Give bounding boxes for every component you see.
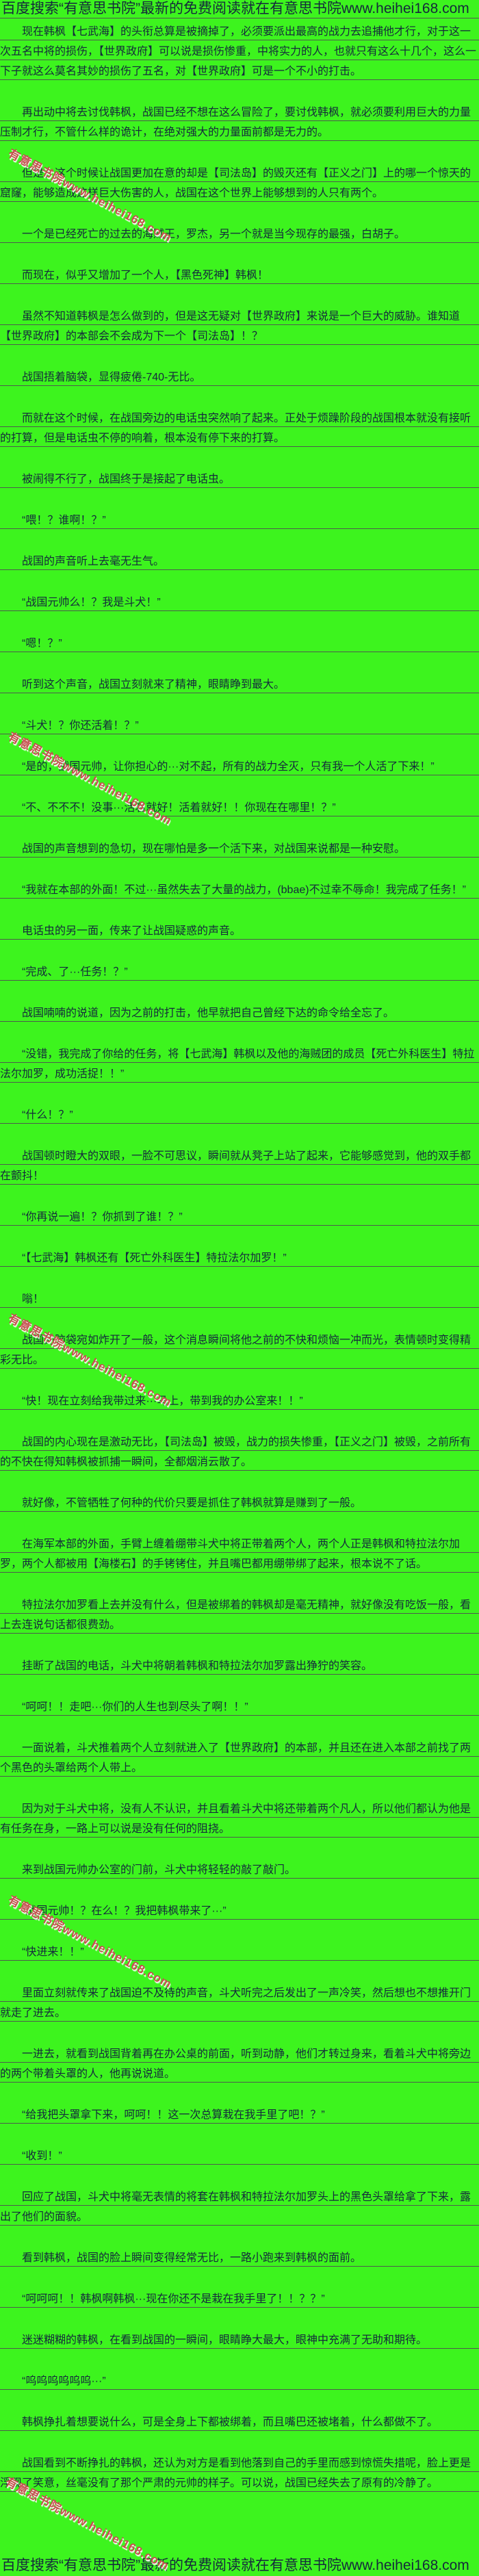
paragraph: 韩枫挣扎着想要说什么，可是全身上下都被绑着，而且嘴巴还被堵着，什么都做不了。 bbox=[0, 2412, 479, 2432]
chapter-text: 现在韩枫【七武海】的头衔总算是被摘掉了，必须要派出最高的战力去追捕他才行，对于这… bbox=[0, 18, 479, 2493]
paragraph: “收到！” bbox=[0, 2146, 479, 2166]
paragraph: “快进来！！” bbox=[0, 1942, 479, 1962]
paragraph: 战国捂着脑袋，显得疲倦-740-无比。 bbox=[0, 368, 479, 387]
paragraph: 被闹得不行了，战国终于是接起了电话虫。 bbox=[0, 469, 479, 489]
paragraph: “呜呜呜呜呜呜···” bbox=[0, 2371, 479, 2391]
paragraph: “什么！？” bbox=[0, 1105, 479, 1125]
promo-banner-top: 百度搜索“有意思书院”最新的免费阅读就在有意思书院www.heihei168.c… bbox=[0, 0, 479, 18]
paragraph: 在海军本部的外面，手臂上缠着绷带斗犬中将正带着两个人，两个人正是韩枫和特拉法尔加… bbox=[0, 1534, 479, 1574]
paragraph: 而现在，似乎又增加了一个人，【黑色死神】韩枫！ bbox=[0, 266, 479, 285]
paragraph: “不、不不不！没事···活着就好！活着就好！！你现在在哪里！？” bbox=[0, 798, 479, 818]
paragraph: “你再说一遍！？你抓到了谁！？” bbox=[0, 1207, 479, 1227]
paragraph: “战国元帅！？在么！？我把韩枫带来了···” bbox=[0, 1901, 479, 1921]
paragraph: “喂！？谁啊！？” bbox=[0, 511, 479, 530]
paragraph: 迷迷糊糊的韩枫，在看到战国的一瞬间，眼睛睁大最大，眼神中充满了无助和期待。 bbox=[0, 2330, 479, 2350]
paragraph: 一个是已经死亡的过去的海贼王，罗杰，另一个就是当今现存的最强，白胡子。 bbox=[0, 224, 479, 244]
paragraph: “完成、了···任务！？” bbox=[0, 962, 479, 982]
paragraph: 战国的内心现在是激动无比，【司法岛】被毁，战力的损失惨重，【正义之门】被毁，之前… bbox=[0, 1432, 479, 1472]
paragraph: 看到韩枫，战国的脸上瞬间变得经常无比，一路小跑来到韩枫的面前。 bbox=[0, 2248, 479, 2268]
paragraph: 就好像，不管牺牲了何种的代价只要是抓住了韩枫就算是赚到了一般。 bbox=[0, 1493, 479, 1513]
paragraph: “【七武海】韩枫还有【死亡外科医生】特拉法尔加罗！” bbox=[0, 1248, 479, 1268]
paragraph: 一进去，就看到战国背着再在办公桌的前面，听到动静，他们才转过身来，看着斗犬中将旁… bbox=[0, 2044, 479, 2084]
paragraph: “快！现在立刻给我带过来···马上，带到我的办公室来！！” bbox=[0, 1391, 479, 1411]
paragraph: 现在韩枫【七武海】的头衔总算是被摘掉了，必须要派出最高的战力去追捕他才行，对于这… bbox=[0, 22, 479, 81]
paragraph: 而就在这个时候，在战国旁边的电话虫突然响了起来。正处于烦躁阶段的战国根本就没有接… bbox=[0, 409, 479, 448]
paragraph: 战国的声音听上去毫无生气。 bbox=[0, 552, 479, 571]
paragraph: 战国看到不断挣扎的韩枫，还认为对方是看到他落到自己的手里而感到惊慌失措呢，脸上更… bbox=[0, 2453, 479, 2493]
paragraph: “是的，战国元帅，让你担心的···对不起，所有的战力全灭，只有我一个人活了下来！… bbox=[0, 757, 479, 777]
paragraph: “给我把头罩拿下来，呵呵！！这一次总算栽在我手里了吧！？” bbox=[0, 2105, 479, 2125]
promo-banner-bottom: 百度搜索“有意思书院”最新的免费阅读就在有意思书院www.heihei168.c… bbox=[1, 2558, 469, 2573]
paragraph: 挂断了战国的电话，斗犬中将朝着韩枫和特拉法尔加罗露出狰狞的笑容。 bbox=[0, 1656, 479, 1676]
paragraph: 回应了战国，斗犬中将毫无表情的将套在韩枫和特拉法尔加罗头上的黑色头罩给拿了下来，… bbox=[0, 2187, 479, 2227]
paragraph: “嗯！？” bbox=[0, 634, 479, 654]
paragraph: 电话虫的另一面，传来了让战国疑惑的声音。 bbox=[0, 921, 479, 941]
paragraph: “战国元帅么！？我是斗犬！” bbox=[0, 593, 479, 613]
paragraph: “呵呵呵！！韩枫啊韩枫···现在你还不是栽在我手里了！！？？” bbox=[0, 2289, 479, 2309]
paragraph: 战国喃喃的说道，因为之前的打击，他早就把自己曾经下达的命令给全忘了。 bbox=[0, 1003, 479, 1023]
paragraph: 听到这个声音，战国立刻就来了精神，眼睛睁到最大。 bbox=[0, 675, 479, 695]
paragraph: 战国顿时瞪大的双眼，一脸不可思议，瞬间就从凳子上站了起来，它能够感觉到，他的双手… bbox=[0, 1146, 479, 1186]
paragraph: 里面立刻就传来了战国迫不及待的声音，斗犬听完之后发出了一声冷笑，然后想也不想推开… bbox=[0, 1983, 479, 2023]
paragraph: “我就在本部的外面！不过···虽然失去了大量的战力，(bbae)不过幸不辱命！我… bbox=[0, 880, 479, 900]
paragraph: 战国的脑袋宛如炸开了一般，这个消息瞬间将他之前的不快和烦恼一冲而光，表情顿时变得… bbox=[0, 1330, 479, 1370]
paragraph: 嗡！ bbox=[0, 1289, 479, 1309]
paragraph: 但是，这个时候让战国更加在意的却是【司法岛】的毁灭还有【正义之门】上的哪一个惊天… bbox=[0, 164, 479, 203]
paragraph: 一面说着，斗犬推着两个人立刻就进入了【世界政府】的本部，并且还在进入本部之前找了… bbox=[0, 1738, 479, 1778]
paragraph: 战国的声音想到的急切，现在哪怕是多一个活下来，对战国来说都是一种安慰。 bbox=[0, 839, 479, 859]
paragraph: “没错，我完成了你给的任务，将【七武海】韩枫以及他的海贼团的成员【死亡外科医生】… bbox=[0, 1044, 479, 1084]
paragraph: 因为对于斗犬中将，没有人不认识，并且看着斗犬中将还带着两个凡人，所以他们都认为他… bbox=[0, 1799, 479, 1839]
paragraph: 来到战国元帅办公室的门前，斗犬中将轻轻的敲了敲门。 bbox=[0, 1860, 479, 1880]
paragraph: 虽然不知道韩枫是怎么做到的，但是这无疑对【世界政府】来说是一个巨大的威胁。谁知道… bbox=[0, 307, 479, 346]
paragraph: 再出动中将去讨伐韩枫，战国已经不想在这么冒险了，要讨伐韩枫，就必须要利用巨大的力… bbox=[0, 103, 479, 142]
paragraph: “呵呵！！走吧···你们的人生也到尽头了啊！！” bbox=[0, 1697, 479, 1717]
paragraph: “斗犬！？你还活着！？” bbox=[0, 716, 479, 736]
paragraph: 特拉法尔加罗看上去并没有什么，但是被绑着的韩枫却是毫无精神，就好像没有吃饭一般，… bbox=[0, 1595, 479, 1635]
